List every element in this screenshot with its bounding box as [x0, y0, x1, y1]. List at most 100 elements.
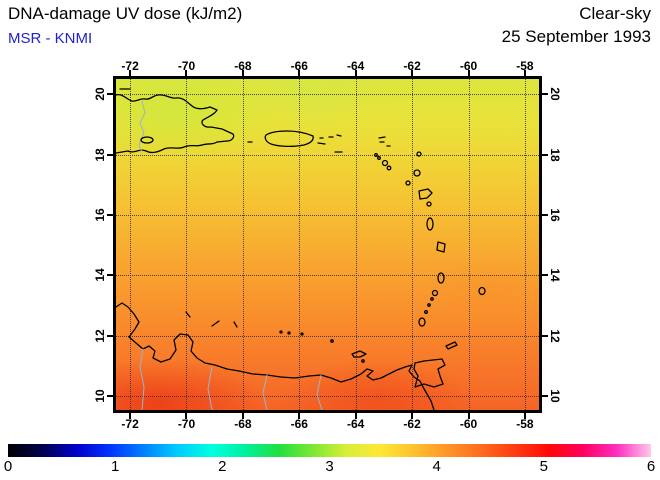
axis-tick: [298, 413, 301, 419]
colorbar-tick-label: 4: [432, 458, 441, 475]
colorbar-tick-label: 1: [110, 458, 120, 475]
coastline-south-america: [116, 302, 435, 410]
gridline-lat: [116, 94, 539, 96]
southern-islands: [185, 311, 458, 388]
map-area: [107, 70, 548, 419]
island-dominica: [426, 217, 434, 231]
gridline-lat: [116, 335, 539, 337]
island-guadeloupe: [418, 188, 433, 200]
island-trinidad: [413, 358, 446, 388]
island-curacao: [211, 320, 220, 327]
axis-tick: [107, 93, 113, 96]
axis-tick: [185, 413, 188, 419]
gridline-lon: [242, 79, 244, 410]
lon-tick-label: -58: [516, 59, 534, 73]
axis-tick: [129, 413, 132, 419]
lat-tick-label: 10: [93, 389, 107, 404]
axis-tick: [542, 395, 548, 398]
gridline-lon: [130, 79, 132, 410]
lat-tick-label: 12: [548, 329, 562, 343]
island-martinique: [436, 241, 446, 253]
axis-tick: [107, 153, 113, 156]
lat-tick-label: 10: [548, 389, 562, 404]
axis-tick: [542, 274, 548, 277]
axis-tick: [354, 70, 357, 76]
island-st-vincent: [431, 289, 439, 297]
island-barbados: [478, 286, 486, 296]
gridline-lon: [468, 79, 470, 410]
axis-tick: [107, 334, 113, 337]
lat-tick-label: 16: [548, 208, 562, 222]
axis-tick: [129, 70, 132, 76]
source-label: MSR - KNMI: [8, 30, 93, 47]
axis-tick: [542, 334, 548, 337]
lat-axis-right: 20 18 16 14 12 10: [547, 79, 563, 410]
lon-tick-label: -70: [177, 59, 196, 73]
lon-axis-bottom: -72 -70 -68 -66 -64 -62 -60 -58: [116, 417, 539, 432]
map-gridlines: [116, 79, 539, 410]
gridline-lat: [116, 396, 539, 398]
gridline-lon: [186, 79, 188, 410]
lon-tick-label: -64: [347, 417, 365, 431]
gridline-lat: [116, 154, 539, 156]
lat-axis-left: 20 18 16 14 12 10: [92, 79, 108, 410]
gridline-lat: [116, 215, 539, 217]
lat-tick-label: 18: [548, 147, 562, 162]
rivers-borders: [139, 348, 323, 410]
axis-tick: [241, 413, 244, 419]
axis-tick: [411, 413, 414, 419]
island-margarita: [351, 350, 367, 358]
lon-tick-label: -70: [177, 417, 196, 431]
axis-tick: [467, 413, 470, 419]
border-haiti-dr: [138, 100, 146, 153]
lake-enriquillo: [140, 136, 154, 144]
island-st-lucia: [437, 272, 445, 284]
lon-axis-top: -72 -70 -68 -66 -64 -62 -60 -58: [116, 59, 539, 74]
lat-tick-label: 14: [93, 268, 107, 283]
lon-tick-label: -72: [121, 417, 139, 431]
axis-tick: [185, 70, 188, 76]
lat-tick-label: 18: [93, 147, 107, 162]
virgin-islands: [317, 134, 343, 153]
lon-tick-label: -62: [403, 417, 421, 431]
lon-tick-label: -66: [290, 417, 308, 431]
axis-tick: [107, 214, 113, 217]
gridline-lon: [299, 79, 301, 410]
lat-tick-label: 16: [93, 208, 107, 222]
lon-tick-label: -72: [121, 59, 139, 73]
island-aruba: [185, 311, 191, 318]
colorbar-tick-label: 5: [539, 458, 548, 475]
condition-label: Clear-sky: [579, 4, 651, 23]
island-grenada: [418, 317, 426, 327]
lon-tick-label: -60: [459, 59, 478, 73]
lat-tick-label: 12: [93, 329, 107, 343]
coastline-hispaniola: [116, 93, 235, 154]
axis-tick: [298, 70, 301, 76]
coastline-puerto-rico: [264, 130, 314, 148]
lon-tick-label: -60: [459, 417, 478, 431]
lon-tick-label: -68: [234, 59, 252, 73]
axis-tick: [411, 70, 414, 76]
lon-tick-label: -64: [347, 59, 365, 73]
colorbar-tick-label: 0: [3, 458, 13, 475]
axis-tick: [523, 413, 526, 419]
axis-tick: [523, 70, 526, 76]
island-bonaire: [233, 321, 238, 328]
axis-tick: [354, 413, 357, 419]
colorbar: [8, 444, 651, 457]
lat-tick-label: 20: [548, 87, 562, 101]
axis-tick: [542, 153, 548, 156]
lat-tick-label: 14: [548, 268, 562, 283]
axis-tick: [467, 70, 470, 76]
lon-tick-label: -66: [290, 59, 308, 73]
gridline-lat: [116, 275, 539, 277]
date-label: 25 September 1993: [501, 27, 651, 46]
lon-tick-label: -62: [403, 59, 421, 73]
colorbar-tick-label: 3: [325, 458, 334, 475]
gridline-lon: [355, 79, 357, 410]
windward-islands: [418, 241, 486, 327]
lon-tick-label: -68: [234, 417, 252, 431]
lat-tick-label: 20: [93, 87, 107, 101]
gridline-lon: [412, 79, 414, 410]
